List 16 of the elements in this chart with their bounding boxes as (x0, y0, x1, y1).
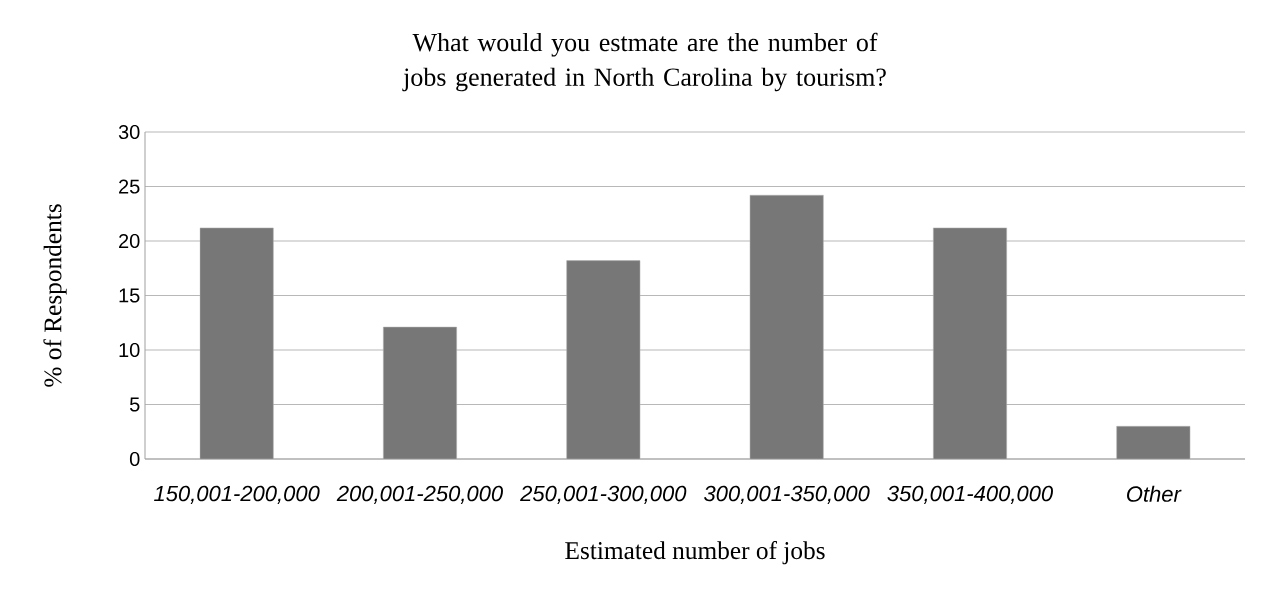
y-tick-label: 25 (119, 179, 140, 194)
y-tick-label: 20 (119, 233, 140, 249)
x-tick-label: 250,001-300,000 (520, 485, 687, 504)
y-tick-label: 30 (118, 124, 140, 140)
y-tick-label: 10 (119, 342, 140, 358)
y-tick-label: 0 (129, 451, 140, 467)
x-tick-label: 300,001-350,000 (704, 485, 870, 504)
chart-title: What would you estmate are the number of jobs generated in North Carolina by tourism? (402, 32, 886, 92)
x-tick-label: Other (1127, 485, 1182, 502)
x-tick-label: 200,001-250,000 (336, 485, 503, 504)
x-tick-label: 350,001-400,000 (887, 485, 1053, 504)
x-tick-label: 150,001-200,000 (154, 485, 320, 504)
x-axis-title: Estimated number of jobs (565, 541, 825, 565)
y-tick-label: 15 (119, 288, 140, 303)
y-tick-label: 5 (129, 397, 140, 412)
y-axis-title: % of Respondents (43, 204, 67, 387)
